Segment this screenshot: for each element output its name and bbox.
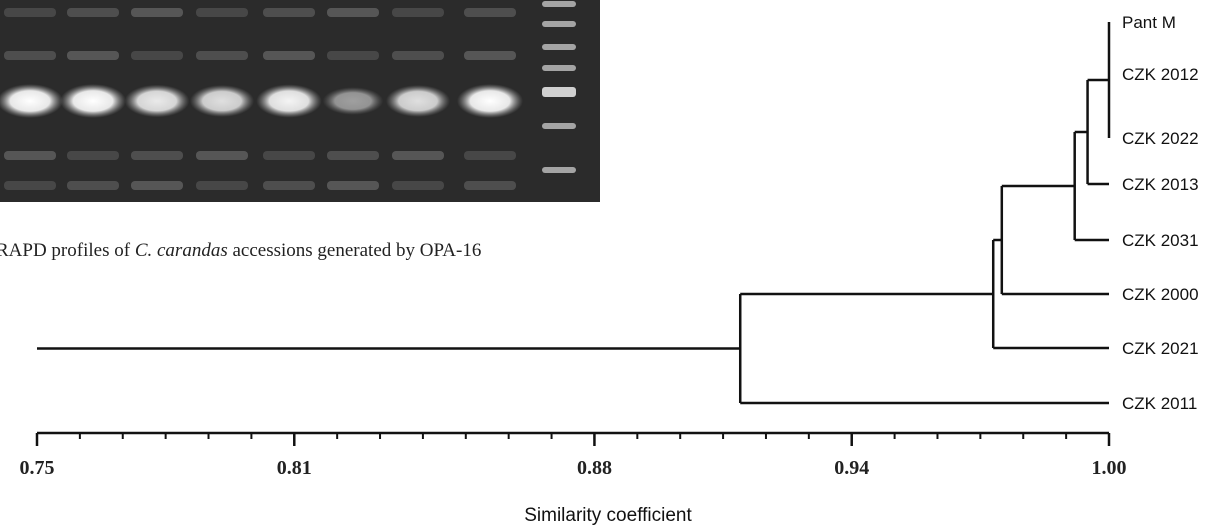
gel-faint-band bbox=[327, 51, 379, 60]
gel-main-band bbox=[0, 84, 63, 118]
caption-prefix: RAPD profiles of bbox=[0, 240, 135, 261]
gel-faint-band bbox=[67, 181, 119, 190]
axis-title: Similarity coefficient bbox=[524, 505, 692, 526]
gel-faint-band bbox=[464, 8, 516, 17]
axis-tick-label: 0.88 bbox=[577, 457, 612, 479]
gel-faint-band bbox=[4, 181, 56, 190]
leaf-label: CZK 2000 bbox=[1122, 285, 1199, 304]
gel-faint-band bbox=[67, 51, 119, 60]
axis-tick-label: 0.81 bbox=[277, 457, 312, 479]
gel-faint-band bbox=[196, 8, 248, 17]
gel-image bbox=[0, 0, 600, 202]
gel-faint-band bbox=[263, 51, 315, 60]
gel-faint-band bbox=[392, 51, 444, 60]
gel-main-band bbox=[256, 84, 322, 118]
gel-faint-band bbox=[327, 8, 379, 17]
gel-ladder-band bbox=[542, 1, 576, 7]
gel-faint-band bbox=[392, 151, 444, 160]
gel-faint-band bbox=[131, 8, 183, 17]
gel-faint-band bbox=[263, 151, 315, 160]
gel-main-band bbox=[457, 84, 523, 118]
caption-species: C. carandas bbox=[134, 240, 228, 261]
axis-tick-label: 0.75 bbox=[20, 457, 55, 479]
gel-faint-band bbox=[263, 8, 315, 17]
gel-ladder-band bbox=[542, 21, 576, 27]
leaf-label: CZK 2031 bbox=[1122, 231, 1199, 250]
gel-faint-band bbox=[67, 8, 119, 17]
gel-faint-band bbox=[196, 51, 248, 60]
gel-faint-band bbox=[464, 181, 516, 190]
gel-faint-band bbox=[327, 181, 379, 190]
gel-ladder-band bbox=[542, 87, 576, 97]
leaf-label: CZK 2012 bbox=[1122, 65, 1199, 84]
leaf-label: CZK 2022 bbox=[1122, 129, 1199, 148]
gel-faint-band bbox=[4, 151, 56, 160]
gel-main-band bbox=[322, 87, 384, 115]
caption-suffix: accessions generated by OPA-16 bbox=[227, 240, 482, 261]
gel-ladder-band bbox=[542, 65, 576, 71]
gel-faint-band bbox=[131, 51, 183, 60]
axis-tick-label: 1.00 bbox=[1092, 457, 1127, 479]
gel-faint-band bbox=[464, 151, 516, 160]
gel-caption: RAPD profiles of C. carandas accessions … bbox=[0, 240, 481, 262]
leaf-label: CZK 2011 bbox=[1122, 394, 1197, 413]
gel-main-band bbox=[60, 84, 126, 118]
gel-faint-band bbox=[4, 51, 56, 60]
gel-main-band bbox=[189, 85, 255, 117]
gel-faint-band bbox=[67, 151, 119, 160]
gel-faint-band bbox=[196, 151, 248, 160]
gel-faint-band bbox=[131, 151, 183, 160]
leaf-label: CZK 2021 bbox=[1122, 339, 1199, 358]
gel-faint-band bbox=[327, 151, 379, 160]
gel-faint-band bbox=[464, 51, 516, 60]
leaf-label: CZK 2013 bbox=[1122, 175, 1199, 194]
gel-faint-band bbox=[392, 8, 444, 17]
gel-faint-band bbox=[263, 181, 315, 190]
gel-main-band bbox=[124, 84, 190, 118]
gel-main-band bbox=[385, 85, 451, 117]
gel-faint-band bbox=[196, 181, 248, 190]
axis-tick-label: 0.94 bbox=[834, 457, 869, 479]
gel-ladder-band bbox=[542, 167, 576, 173]
gel-ladder-band bbox=[542, 123, 576, 129]
gel-ladder-band bbox=[542, 44, 576, 50]
gel-faint-band bbox=[4, 8, 56, 17]
leaf-label: Pant M bbox=[1122, 13, 1176, 32]
gel-faint-band bbox=[392, 181, 444, 190]
gel-faint-band bbox=[131, 181, 183, 190]
